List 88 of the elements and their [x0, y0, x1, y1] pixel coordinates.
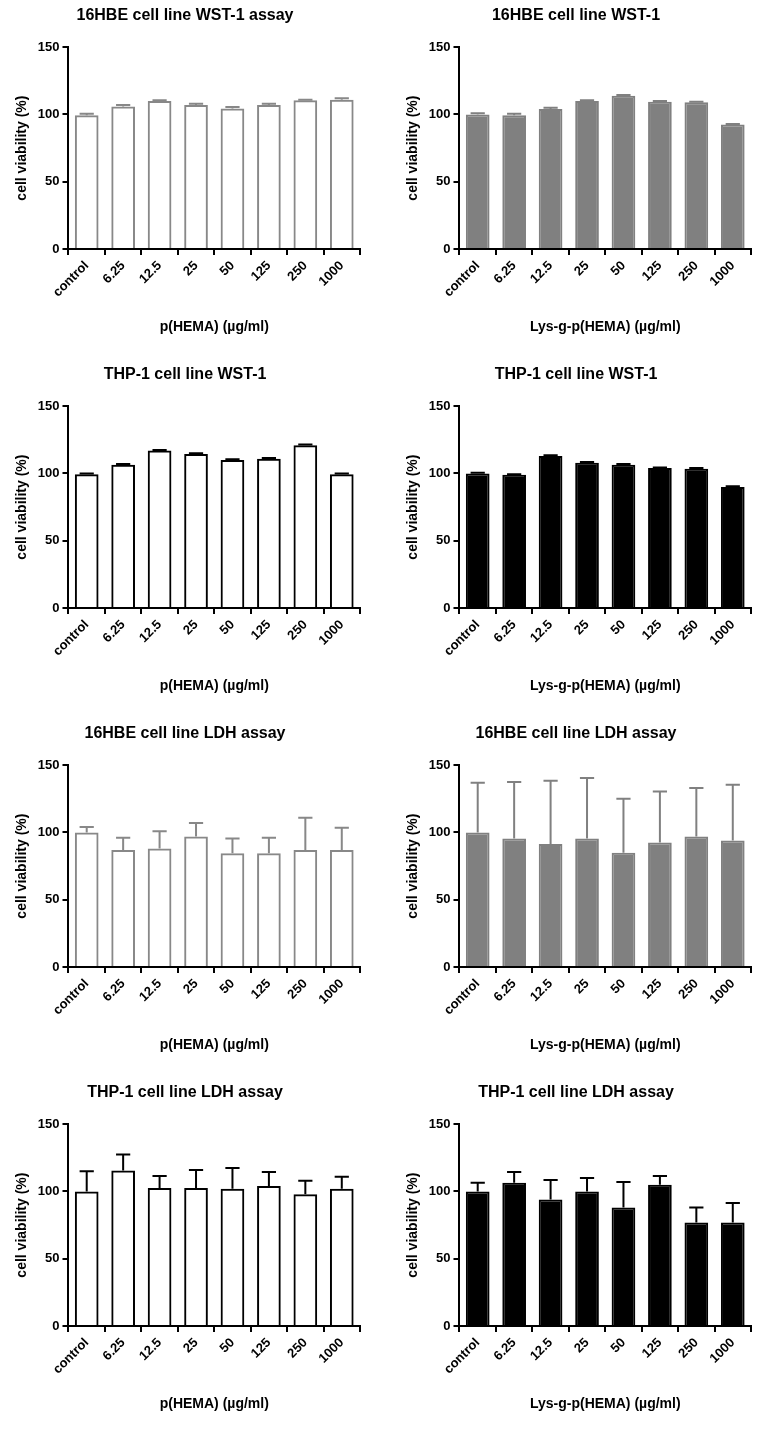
- chart-title: 16HBE cell line LDH assay: [84, 724, 286, 742]
- y-axis-title: cell viability (%): [404, 813, 421, 919]
- x-tick-label: 125: [638, 616, 665, 643]
- x-tick-label: 125: [638, 257, 665, 284]
- x-tick-label: 25: [179, 257, 201, 279]
- x-tick-label: 250: [284, 616, 310, 643]
- y-tick-label: 0: [443, 1317, 451, 1333]
- y-tick-label: 100: [37, 824, 60, 840]
- x-tick-label: 25: [570, 257, 592, 279]
- y-tick-label: 50: [45, 1250, 60, 1266]
- y-axis-title: cell viability (%): [13, 1172, 30, 1278]
- y-tick-label: 50: [436, 173, 451, 189]
- y-tick-label: 150: [428, 1115, 451, 1131]
- y-tick-label: 150: [37, 756, 60, 772]
- x-tick-label: 50: [607, 975, 629, 997]
- x-tick-label: 50: [607, 1334, 629, 1356]
- x-tick-label: 25: [179, 1334, 201, 1356]
- y-tick-label: 50: [45, 173, 60, 189]
- x-axis-title: Lys-g-p(HEMA) (µg/ml): [529, 677, 681, 694]
- chart-title: THP-1 cell line WST-1: [494, 365, 658, 383]
- y-tick-label: 150: [428, 397, 451, 413]
- x-tick-label: 250: [284, 975, 310, 1002]
- x-tick-label: 250: [284, 257, 310, 284]
- x-axis-title: Lys-g-p(HEMA) (µg/ml): [529, 1036, 681, 1053]
- y-tick-label: 100: [428, 824, 451, 840]
- y-tick-label: 0: [52, 958, 60, 974]
- x-tick-label: 50: [216, 616, 238, 638]
- x-tick-label: 250: [675, 616, 701, 643]
- x-tick-label: 50: [216, 257, 238, 279]
- y-tick-label: 0: [52, 240, 60, 256]
- y-axis-title: cell viability (%): [404, 1172, 421, 1278]
- chart-title: 16HBE cell line WST-1 assay: [76, 6, 294, 24]
- chart-title: THP-1 cell line WST-1: [103, 365, 267, 383]
- x-tick-label: 50: [607, 616, 629, 638]
- y-axis-title: cell viability (%): [13, 95, 30, 201]
- x-tick-label: 25: [570, 1334, 592, 1356]
- y-tick-label: 50: [436, 1250, 451, 1266]
- x-tick-label: 125: [247, 616, 274, 643]
- x-tick-label: 25: [179, 975, 201, 997]
- y-tick-label: 150: [428, 756, 451, 772]
- y-tick-label: 100: [37, 465, 60, 481]
- x-tick-label: 250: [675, 975, 701, 1002]
- x-tick-label: 250: [675, 1334, 701, 1361]
- x-tick-label: 250: [284, 1334, 310, 1361]
- y-tick-label: 0: [52, 599, 60, 615]
- chart-title: THP-1 cell line LDH assay: [87, 1083, 283, 1101]
- y-tick-label: 100: [37, 106, 60, 122]
- chart-title: 16HBE cell line WST-1: [491, 6, 661, 24]
- x-axis-title: p(HEMA) (µg/ml): [159, 1036, 269, 1053]
- y-tick-label: 100: [428, 1183, 451, 1199]
- y-tick-label: 100: [428, 465, 451, 481]
- y-tick-label: 150: [37, 38, 60, 54]
- y-tick-label: 50: [436, 532, 451, 548]
- x-tick-label: 125: [247, 1334, 274, 1361]
- y-axis-title: cell viability (%): [13, 813, 30, 919]
- x-tick-label: 25: [570, 975, 592, 997]
- y-axis-title: cell viability (%): [404, 454, 421, 560]
- x-tick-label: 125: [247, 975, 274, 1002]
- y-tick-label: 0: [52, 1317, 60, 1333]
- x-tick-label: 25: [179, 616, 201, 638]
- y-axis-title: cell viability (%): [404, 95, 421, 201]
- y-tick-label: 0: [443, 240, 451, 256]
- x-tick-label: 25: [570, 616, 592, 638]
- x-axis-title: p(HEMA) (µg/ml): [159, 318, 269, 335]
- y-tick-label: 150: [428, 38, 451, 54]
- chart-title: 16HBE cell line LDH assay: [475, 724, 677, 742]
- x-axis-title: Lys-g-p(HEMA) (µg/ml): [529, 318, 681, 335]
- y-tick-label: 100: [428, 106, 451, 122]
- y-tick-label: 0: [443, 599, 451, 615]
- chart-title: THP-1 cell line LDH assay: [478, 1083, 674, 1101]
- y-tick-label: 100: [37, 1183, 60, 1199]
- x-tick-label: 50: [607, 257, 629, 279]
- x-tick-label: 250: [675, 257, 701, 284]
- x-tick-label: 125: [247, 257, 274, 284]
- x-tick-label: 125: [638, 975, 665, 1002]
- y-tick-label: 50: [45, 532, 60, 548]
- y-axis-title: cell viability (%): [13, 454, 30, 560]
- y-tick-label: 150: [37, 1115, 60, 1131]
- x-axis-title: Lys-g-p(HEMA) (µg/ml): [529, 1395, 681, 1412]
- y-tick-label: 50: [45, 891, 60, 907]
- x-axis-title: p(HEMA) (µg/ml): [159, 1395, 269, 1412]
- y-tick-label: 150: [37, 397, 60, 413]
- y-tick-label: 0: [443, 958, 451, 974]
- x-tick-label: 125: [638, 1334, 665, 1361]
- y-tick-label: 50: [436, 891, 451, 907]
- x-axis-title: p(HEMA) (µg/ml): [159, 677, 269, 694]
- x-tick-label: 50: [216, 975, 238, 997]
- x-tick-label: 50: [216, 1334, 238, 1356]
